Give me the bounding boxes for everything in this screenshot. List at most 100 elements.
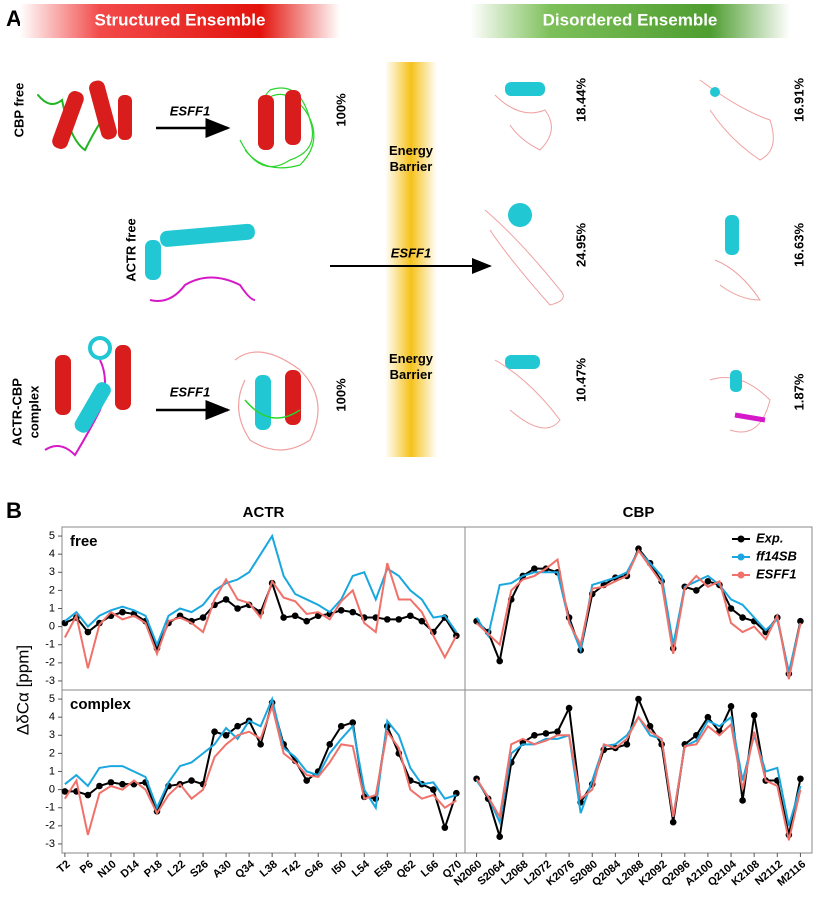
series-line [475,715,802,841]
data-point [119,780,126,788]
data-point [222,731,230,739]
data-point [704,713,712,721]
y-tick-label: 0 [49,621,55,633]
data-point [107,779,115,786]
data-point [383,616,391,623]
legend-swatch [737,553,745,561]
arrow-label: ESFF1 [391,245,431,260]
data-point [96,782,103,790]
x-tick-label: G46 [302,858,326,881]
disordered-structures [484,79,774,433]
data-point [326,741,334,748]
data-point [441,824,449,831]
x-tick-label: I50 [330,858,349,877]
x-tick-label: T2 [55,858,73,875]
x-tick-label: A30 [211,858,234,880]
data-point [199,614,207,621]
data-point [496,657,504,665]
percent: 10.47% [573,358,588,403]
y-tick-label: 5 [49,693,55,705]
percent: 24.95% [573,223,588,268]
series-line [64,695,457,811]
panel-annotation: free [70,533,98,550]
barrier-label: Energy Barrier [389,143,434,174]
data-point [542,730,550,737]
y-tick-label: 2 [49,747,55,759]
y-tick-label: 1 [49,765,55,777]
plot-frame [464,689,813,854]
data-point [188,777,195,784]
x-tick-label: L54 [350,858,373,880]
data-point [565,704,573,712]
legend-label: ff14SB [756,548,797,563]
legend-label: ESFF1 [756,566,796,581]
structure-cbp [37,80,132,152]
y-tick-label: -2 [45,657,55,669]
y-tick-label: 1 [49,602,55,614]
data-point [704,578,712,585]
data-point [635,545,642,553]
data-point [727,703,735,710]
header: Disordered Ensemble [543,10,718,29]
y-axis-label: ΔδCα [ppm] [13,645,32,735]
data-point [418,617,426,625]
x-tick-label: Q62 [394,858,418,881]
x-tick-label: E58 [372,858,395,880]
percent: 16.91% [791,78,806,123]
x-tick-label: P6 [78,858,96,876]
x-tick-label: N10 [96,858,119,880]
data-point [623,741,631,748]
panel-annotation: complex [70,696,132,713]
legend-swatch [737,571,745,579]
data-point [119,608,126,616]
x-tick-label: D14 [119,858,143,881]
x-tick-label: P18 [142,858,165,880]
y-tick-label: 0 [49,784,55,796]
y-tick-label: 4 [49,711,55,723]
percent: 100% [333,378,348,412]
x-tick-label: Q34 [233,858,257,881]
series-line [64,702,457,836]
data-point [96,619,103,627]
y-tick-label: -3 [45,675,55,687]
row-label: CBP free [11,83,26,138]
arrow-label: ESFF1 [170,384,210,399]
data-point [395,616,403,623]
structure-complex [44,336,131,457]
row-label: complex [26,385,41,439]
legend-label: Exp. [756,530,783,545]
header: Structured Ensemble [95,10,266,29]
data-point [646,722,654,730]
column-title: ACTR [243,504,285,521]
data-point [291,612,299,620]
data-point [727,605,735,612]
data-point [303,777,310,784]
data-point [349,608,357,616]
y-tick-label: 3 [49,729,55,741]
data-point [211,728,218,735]
data-point [407,612,414,620]
series-line [475,548,802,680]
data-point [61,788,69,795]
data-point [739,614,746,621]
row-label: ACTR free [123,218,138,282]
data-point [280,614,287,621]
header-bar [470,4,790,38]
arrow-label: ESFF1 [170,103,210,118]
data-point [797,775,804,783]
y-tick-label: -2 [45,820,55,832]
panel-label: A [6,6,22,31]
y-tick-label: -1 [45,802,55,814]
data-point [84,791,92,799]
legend-swatch [737,535,745,543]
y-tick-label: 3 [49,566,55,578]
data-point [303,617,310,625]
energy-barrier [385,62,437,457]
percent: 18.44% [573,78,588,123]
series-line [64,533,458,648]
data-point [337,722,345,730]
data-point [234,722,241,730]
data-point [496,833,504,840]
data-point [531,731,538,739]
